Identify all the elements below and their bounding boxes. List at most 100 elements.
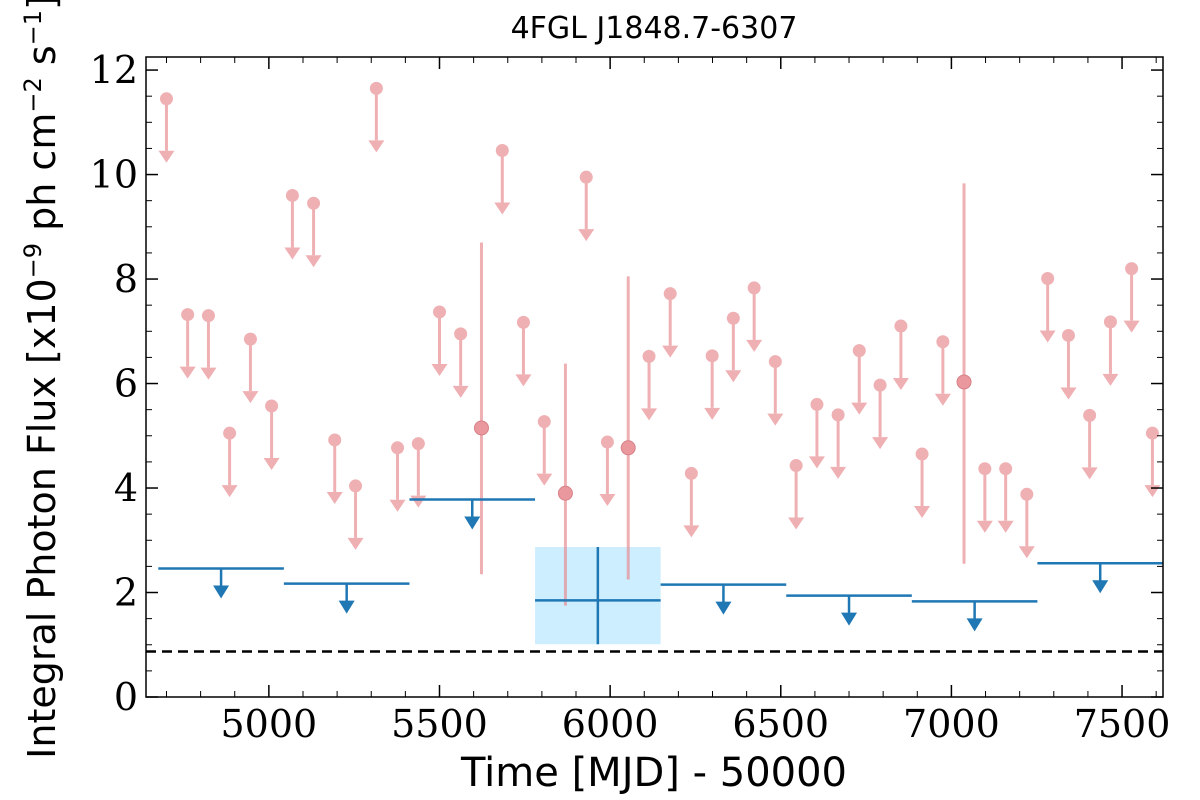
upper-limit-marker (495, 144, 509, 158)
short-upper-limit (662, 287, 679, 358)
upper-limit-arrow (1081, 467, 1098, 480)
y-tick-label: 12 (90, 48, 138, 92)
short-upper-limit (494, 144, 511, 215)
upper-limit-arrow (1018, 546, 1035, 559)
upper-limit-marker (999, 462, 1013, 476)
short-upper-limit (536, 415, 553, 486)
short-upper-limit (641, 349, 658, 421)
upper-limit-arrow (704, 407, 721, 420)
upper-limit-marker (411, 437, 425, 451)
upper-limit-arrow (242, 391, 259, 404)
upper-limit-marker (537, 415, 551, 429)
chart-title: 4FGL J1848.7-6307 (511, 11, 798, 46)
upper-limit-marker (894, 319, 908, 333)
upper-limit-arrow (284, 247, 301, 260)
short-upper-limit (263, 399, 280, 470)
short-upper-limit (578, 170, 595, 242)
axis-ticks: 5000 5500 6000 6500 7000 7500 0 2 4 6 8 10 12 (90, 48, 1171, 746)
short-upper-limit (431, 305, 448, 376)
short-upper-limit (997, 462, 1014, 533)
upper-limit-marker (978, 462, 992, 476)
short-upper-limit (242, 332, 259, 404)
upper-limit-marker (201, 309, 215, 323)
axes-frame (145, 56, 1164, 698)
long-upper-limit (283, 582, 410, 614)
y-axis-label-exp2: −2 (19, 77, 47, 112)
upper-limit-marker (684, 466, 698, 480)
upper-limit-arrow (389, 499, 406, 512)
upper-limit-marker (726, 311, 740, 325)
short-upper-limit (158, 92, 175, 163)
upper-limit-arrow (641, 408, 658, 421)
upper-limit-marker (852, 344, 866, 358)
upper-limit-marker (747, 281, 761, 295)
upper-limit-marker (432, 305, 446, 319)
upper-limit-arrow (452, 385, 469, 398)
upper-limit-marker (307, 196, 321, 210)
upper-limit-arrow (767, 413, 784, 426)
long-upper-limit (786, 594, 912, 626)
upper-limit-arrow (1039, 330, 1056, 343)
upper-limit-marker (768, 355, 782, 369)
y-axis-label-part2: ph cm (20, 113, 64, 243)
upper-limit-arrow (976, 520, 993, 533)
upper-limit-arrow (1060, 387, 1077, 400)
short-upper-limit (305, 196, 322, 268)
upper-limit-arrow (746, 339, 763, 352)
short-upper-limit (914, 447, 931, 519)
short-detection (620, 276, 636, 580)
upper-limit-arrow (578, 229, 595, 242)
upper-limit-arrow (515, 374, 532, 387)
upper-limit-arrow (221, 485, 238, 498)
upper-limit-marker (1103, 315, 1117, 329)
x-tick-label: 6500 (732, 702, 829, 746)
upper-limit-marker (831, 408, 845, 422)
upper-limit-arrow (431, 363, 448, 376)
x-tick-label: 7000 (903, 702, 1000, 746)
y-tick-label: 8 (114, 257, 138, 301)
upper-limit-marker (600, 435, 614, 449)
upper-limit-arrow (662, 345, 679, 358)
short-upper-limit (788, 459, 805, 530)
short-upper-limit (200, 309, 217, 380)
short-upper-limit (704, 349, 721, 420)
upper-limit-arrow (368, 140, 385, 153)
long-limit-arrow (841, 612, 858, 626)
upper-limit-marker (936, 335, 950, 349)
y-axis-label-close: ] (20, 0, 64, 10)
long-limit-arrow (338, 600, 355, 614)
upper-limit-marker (159, 92, 173, 106)
short-upper-limit (808, 397, 825, 469)
upper-limit-arrow (1123, 320, 1140, 333)
long-upper-limit (660, 583, 787, 615)
y-axis-label-exp3: −1 (19, 10, 47, 45)
long-limit-arrow (966, 618, 983, 632)
upper-limit-marker (181, 308, 195, 322)
long-detection (535, 547, 661, 645)
upper-limit-arrow (326, 491, 343, 504)
y-tick-label: 2 (114, 571, 138, 615)
short-upper-limit (1081, 408, 1098, 480)
short-upper-limit (872, 378, 889, 450)
x-axis-label: Time [MJD] - 50000 (460, 750, 847, 796)
detection-marker (473, 420, 489, 436)
upper-limit-arrow (158, 150, 175, 163)
upper-limit-arrow (725, 370, 742, 383)
short-upper-limit (179, 308, 196, 379)
long-upper-limit (158, 567, 284, 599)
upper-limit-marker (1125, 262, 1139, 276)
short-upper-limit (326, 433, 343, 504)
short-upper-limit (1018, 487, 1035, 559)
upper-limit-marker (663, 287, 677, 301)
upper-limit-arrow (851, 402, 868, 415)
upper-limit-arrow (788, 517, 805, 530)
short-upper-limit (851, 344, 868, 415)
short-upper-limit (1039, 272, 1056, 343)
upper-limit-marker (1083, 408, 1097, 422)
short-detection (473, 242, 489, 575)
long-bin-layer (158, 498, 1163, 645)
short-upper-limit (830, 408, 847, 479)
long-upper-limit (911, 600, 1038, 632)
short-upper-limit (347, 479, 364, 550)
